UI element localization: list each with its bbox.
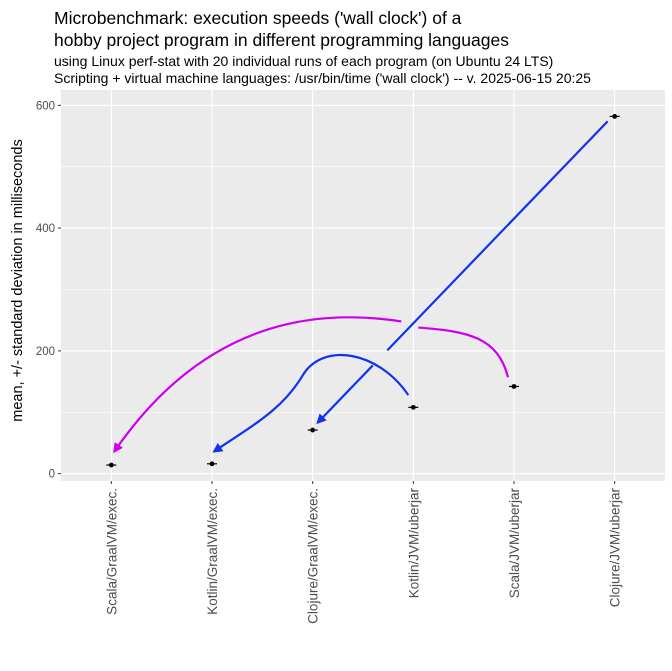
x-axis: Scala/GraalVM/exec. Kotlin/GraalVM/exec. C…: [104, 481, 623, 624]
data-point: [108, 462, 114, 468]
y-tick-label: 400: [36, 223, 55, 235]
y-tick-label: 200: [36, 346, 55, 358]
x-tick-label: Clojure/JVM/uberjar: [608, 488, 623, 608]
x-tick-label: Scala/GraalVM/exec.: [104, 488, 119, 615]
data-point: [209, 461, 215, 467]
purple-arrow: [113, 316, 402, 454]
x-tick-label: Kotlin/GraalVM/exec.: [205, 488, 220, 615]
x-tick-label: Clojure/GraalVM/exec.: [306, 488, 321, 624]
subtitle-line-1: using Linux perf-stat with 20 individual…: [54, 53, 554, 69]
blue-straight-arrow: [316, 364, 374, 425]
data-point: [310, 427, 316, 433]
title-line-2: hobby project program in different progr…: [54, 30, 509, 50]
subtitle-line-2: Scripting + virtual machine languages: /…: [54, 70, 591, 86]
blue-curved-arrow: [212, 353, 410, 453]
blue-straight-arrow-segment: [386, 120, 609, 352]
chart-subtitle: using Linux perf-stat with 20 individual…: [54, 53, 591, 87]
purple-arrow-segment: [418, 326, 510, 378]
y-tick-label: 0: [49, 469, 55, 481]
plot-panel: [61, 90, 665, 481]
x-tick-label: Kotlin/JVM/uberjar: [406, 487, 421, 598]
data-point: [612, 113, 618, 119]
y-axis-title: mean, +/- standard deviation in millisec…: [10, 139, 26, 422]
data-points: [106, 113, 620, 468]
title-line-1: Microbenchmark: execution speeds ('wall …: [54, 8, 462, 28]
data-point: [410, 404, 416, 410]
chart-title: Microbenchmark: execution speeds ('wall …: [54, 7, 509, 51]
x-tick-label: Scala/JVM/uberjar: [507, 487, 522, 598]
grid-lines: [61, 90, 665, 481]
annotation-arrows: [113, 120, 609, 454]
data-point: [511, 384, 517, 389]
y-tick-label: 600: [36, 100, 55, 112]
y-axis: 0 200 400 600: [36, 100, 61, 481]
